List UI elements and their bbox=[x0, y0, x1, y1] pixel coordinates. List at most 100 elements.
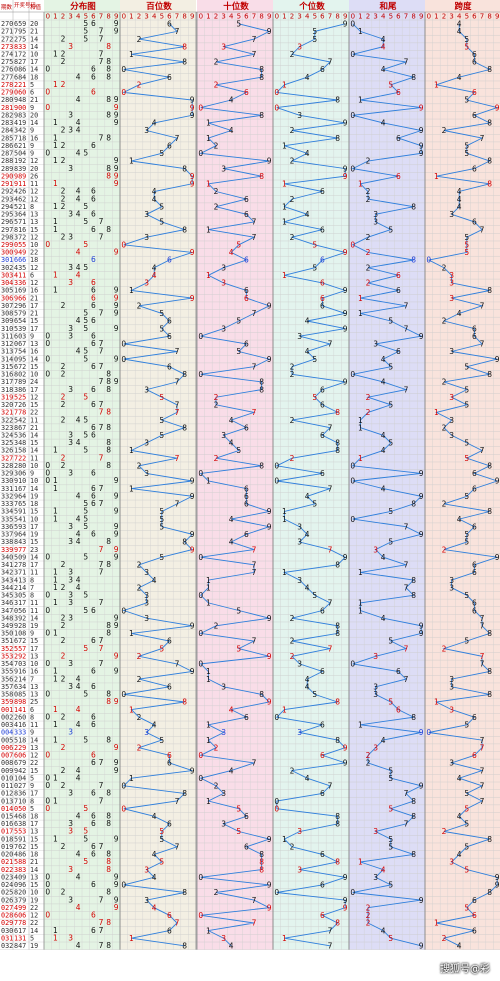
units-value-mark: 6 bbox=[320, 881, 325, 890]
hundreds-value-mark: 9 bbox=[190, 103, 195, 112]
distribution-mark: 3 bbox=[68, 263, 73, 272]
period-cell: 286 bbox=[1, 142, 13, 150]
sum-cell: 8 bbox=[30, 797, 34, 805]
period-cell: 018 bbox=[1, 835, 13, 843]
hundreds-value-mark: 6 bbox=[167, 332, 172, 341]
tens-value-mark: 7 bbox=[252, 568, 257, 577]
hundreds-value-mark: 3 bbox=[144, 279, 149, 288]
hundreds-value-mark: 5 bbox=[159, 416, 164, 425]
distribution-mark: 8 bbox=[106, 438, 111, 447]
hundreds-value-mark: 6 bbox=[167, 141, 172, 150]
period-cell: 329 bbox=[1, 470, 13, 478]
sumtail-value-mark: 2 bbox=[366, 187, 371, 196]
hundreds-value-mark: 9 bbox=[190, 477, 195, 486]
period-cell: 293 bbox=[1, 195, 13, 203]
tens-value-mark: 8 bbox=[259, 65, 264, 74]
period-cell: 357 bbox=[1, 683, 13, 691]
hundreds-value-mark: 0 bbox=[121, 690, 126, 699]
distribution-mark: 5 bbox=[83, 347, 88, 356]
distribution-mark: 2 bbox=[61, 202, 66, 211]
span-value-mark: 3 bbox=[449, 675, 454, 684]
sum-cell: 9 bbox=[30, 332, 34, 340]
sum-cell: 15 bbox=[30, 843, 38, 851]
sumtail-value-mark: 8 bbox=[411, 576, 416, 585]
distribution-mark: 0 bbox=[45, 751, 50, 760]
sum-tail-header: 和尾 bbox=[379, 1, 397, 12]
sumtail-value-mark: 8 bbox=[411, 797, 416, 806]
hundreds-value-mark: 7 bbox=[175, 797, 180, 806]
draw-cell: 916 bbox=[14, 668, 26, 676]
units-value-mark: 8 bbox=[335, 698, 340, 707]
sumtail-value-mark: 2 bbox=[366, 248, 371, 257]
units-value-mark: 3 bbox=[297, 538, 302, 547]
hundreds-value-mark: 8 bbox=[182, 225, 187, 234]
units-value-mark: 9 bbox=[343, 248, 348, 257]
draw-cell: 606 bbox=[14, 912, 26, 920]
tens-value-mark: 8 bbox=[259, 378, 264, 387]
units-digit-label: 2 bbox=[290, 13, 294, 21]
distribution-mark: 6 bbox=[91, 484, 96, 493]
tens-value-mark: 3 bbox=[221, 164, 226, 173]
sum-cell: 8 bbox=[30, 576, 34, 584]
units-value-mark: 4 bbox=[305, 347, 310, 356]
distribution-mark: 7 bbox=[99, 918, 104, 927]
sumtail-value-mark: 1 bbox=[358, 606, 363, 615]
span-digit-label: 7 bbox=[480, 13, 484, 21]
tens-value-mark: 2 bbox=[214, 888, 219, 897]
sum-cell: 9 bbox=[30, 729, 34, 737]
sumtail-value-mark: 7 bbox=[404, 583, 409, 592]
hundreds-value-mark: 6 bbox=[167, 317, 172, 326]
distribution-mark: 4 bbox=[76, 187, 81, 196]
draw-cell: 638 bbox=[14, 820, 26, 828]
draw-cell: 827 bbox=[14, 58, 26, 66]
hundreds-value-mark: 0 bbox=[121, 355, 126, 364]
draw-cell: 055 bbox=[14, 241, 26, 249]
hundreds-value-mark: 1 bbox=[129, 934, 134, 943]
period-cell: 298 bbox=[1, 233, 13, 241]
hundreds-value-mark: 1 bbox=[129, 484, 134, 493]
units-value-mark: 8 bbox=[335, 812, 340, 821]
distribution-mark: 3 bbox=[68, 385, 73, 394]
hundreds-value-mark: 5 bbox=[159, 218, 164, 227]
span-value-mark: 8 bbox=[487, 629, 492, 638]
sum-cell: 20 bbox=[30, 165, 38, 173]
distribution-mark: 5 bbox=[83, 149, 88, 158]
distribution-mark: 6 bbox=[91, 255, 96, 264]
hundreds-value-mark: 4 bbox=[152, 271, 157, 280]
period-cell: 284 bbox=[1, 127, 13, 135]
hundreds-value-mark: 6 bbox=[167, 682, 172, 691]
distribution-mark: 9 bbox=[114, 613, 119, 622]
sumtail-value-mark: 1 bbox=[358, 416, 363, 425]
tens-value-mark: 7 bbox=[252, 50, 257, 59]
period-cell: 296 bbox=[1, 218, 13, 226]
draw-cell: 672 bbox=[14, 363, 26, 371]
units-value-mark: 4 bbox=[305, 530, 310, 539]
draw-cell: 789 bbox=[14, 378, 26, 386]
span-value-mark: 5 bbox=[464, 530, 469, 539]
distribution-mark: 1 bbox=[53, 156, 58, 165]
span-value-mark: 5 bbox=[464, 233, 469, 242]
distribution-mark: 7 bbox=[99, 34, 104, 43]
period-cell: 011 bbox=[1, 782, 13, 790]
draw-cell: 096 bbox=[14, 881, 26, 889]
sum-cell: 10 bbox=[30, 889, 38, 897]
span-value-mark: 8 bbox=[487, 157, 492, 166]
span-value-mark: 5 bbox=[464, 789, 469, 798]
sum-cell: 9 bbox=[30, 142, 34, 150]
period-cell: 003 bbox=[1, 721, 13, 729]
span-digit-label: 2 bbox=[442, 13, 446, 21]
sum-cell: 11 bbox=[30, 454, 38, 462]
tens-value-mark: 1 bbox=[206, 271, 211, 280]
dist-digit-label: 8 bbox=[106, 13, 110, 21]
distribution-mark: 4 bbox=[76, 682, 81, 691]
hundreds-digit-label: 7 bbox=[175, 13, 179, 21]
sumtail-value-mark: 8 bbox=[411, 591, 416, 600]
sumtail-value-mark: 9 bbox=[419, 141, 424, 150]
hundreds-value-mark: 5 bbox=[159, 431, 164, 440]
draw-cell: 536 bbox=[14, 432, 26, 440]
sum-cell: 23 bbox=[30, 546, 38, 554]
tens-value-mark: 5 bbox=[236, 347, 241, 356]
span-value-mark: 7 bbox=[480, 621, 485, 630]
distribution-mark: 4 bbox=[76, 872, 81, 881]
